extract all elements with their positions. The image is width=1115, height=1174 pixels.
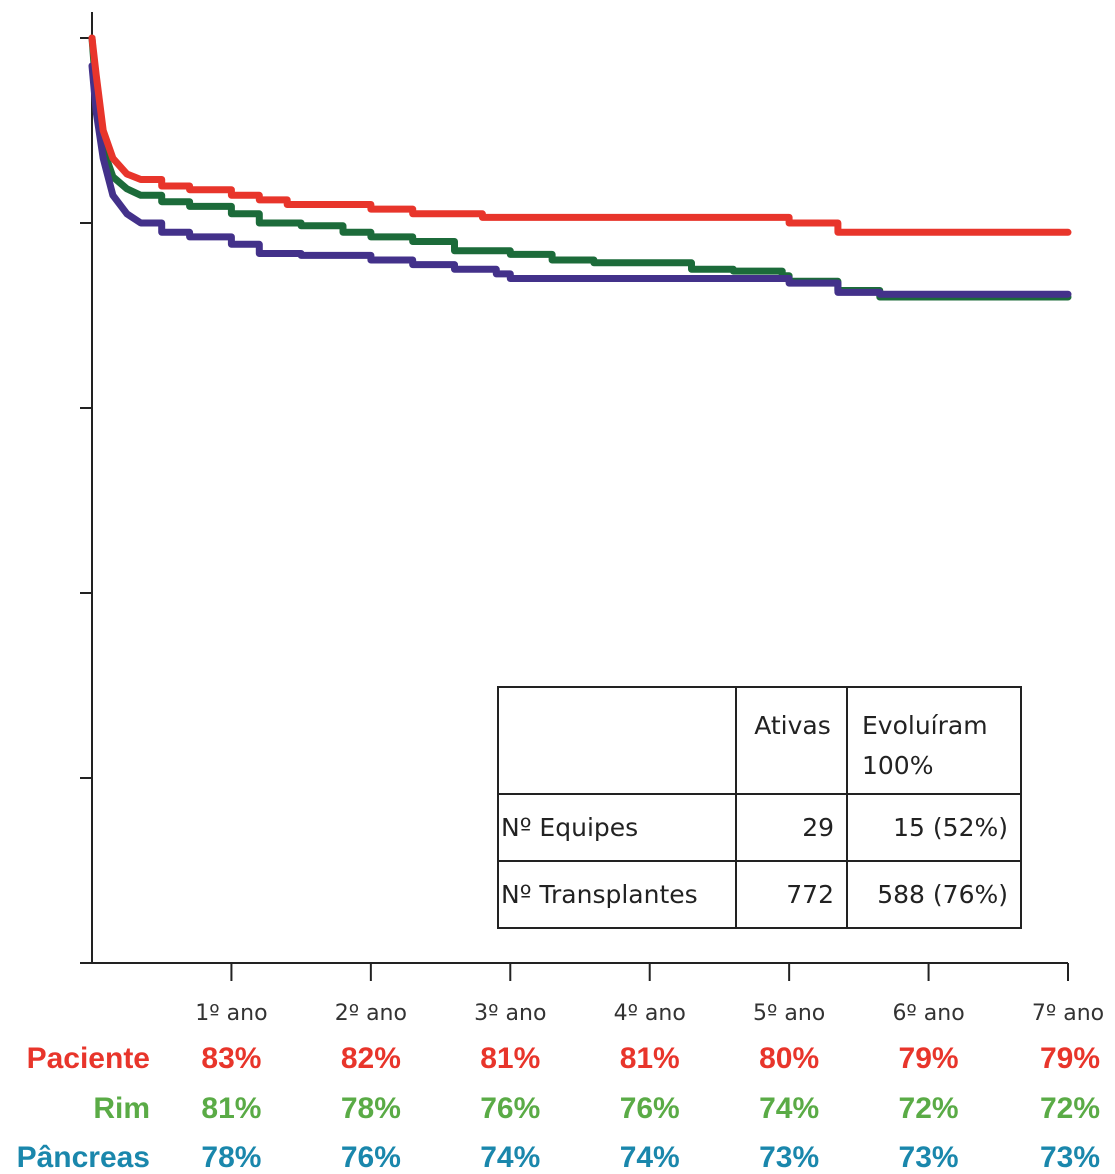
rate-value: 80%: [759, 1042, 819, 1075]
rate-value: 78%: [341, 1092, 401, 1125]
chart-axes: [80, 12, 1069, 981]
table-row-label: Nº Transplantes: [497, 860, 737, 929]
rate-value: 73%: [899, 1141, 959, 1174]
rate-value: 72%: [899, 1092, 959, 1125]
team-summary-table: Ativas Evoluíram 100% Nº Equipes 29 15 (5…: [497, 686, 1022, 929]
table-cell-evoluiram: 588 (76%): [846, 860, 1022, 929]
rate-value: 72%: [1040, 1092, 1100, 1125]
rate-value: 81%: [201, 1092, 261, 1125]
rate-row-label: Rim: [93, 1092, 150, 1125]
table-header-evoluiram-line2: 100%: [862, 751, 934, 780]
rate-value: 73%: [759, 1141, 819, 1174]
rate-row-label: Pâncreas: [17, 1141, 150, 1174]
rate-value: 74%: [620, 1141, 680, 1174]
x-tick-label: 7º ano: [1032, 1001, 1104, 1026]
rate-row-label: Paciente: [27, 1042, 150, 1075]
series-line-paciente: [88, 34, 1072, 236]
rate-value: 74%: [759, 1092, 819, 1125]
rate-value: 73%: [1040, 1141, 1100, 1174]
series-line-pancreas: [88, 62, 1072, 298]
table-cell-evoluiram: 15 (52%): [846, 793, 1022, 862]
table-header-evoluiram-line1: Evoluíram: [862, 711, 988, 740]
chart-series: [88, 34, 1072, 301]
rate-value: 81%: [480, 1042, 540, 1075]
rate-value: 78%: [201, 1141, 261, 1174]
rate-value: 76%: [341, 1141, 401, 1174]
rate-value: 81%: [620, 1042, 680, 1075]
table-row-label: Nº Equipes: [497, 793, 737, 862]
table-header-row: Ativas Evoluíram 100%: [497, 686, 1022, 795]
table-cell-ativas: 772: [735, 860, 848, 929]
x-tick-label: 2º ano: [335, 1001, 407, 1026]
rate-value: 83%: [201, 1042, 261, 1075]
table-row: Nº Transplantes 772 588 (76%): [497, 860, 1022, 929]
x-tick-label: 3º ano: [474, 1001, 546, 1026]
x-tick-label: 5º ano: [753, 1001, 825, 1026]
table-header-ativas: Ativas: [735, 686, 848, 795]
x-tick-label: 6º ano: [892, 1001, 964, 1026]
x-tick-label: 4º ano: [614, 1001, 686, 1026]
series-line-rim: [88, 34, 1072, 301]
x-tick-labels: 1º ano 2º ano 3º ano 4º ano 5º ano 6º ano 7º a…: [195, 1001, 1104, 1026]
table-header-evoluiram: Evoluíram 100%: [846, 686, 1022, 795]
rate-value: 74%: [480, 1141, 540, 1174]
rate-value: 82%: [341, 1042, 401, 1075]
rate-value: 79%: [899, 1042, 959, 1075]
table-header-empty: [497, 686, 737, 795]
x-tick-label: 1º ano: [195, 1001, 267, 1026]
table-cell-ativas: 29: [735, 793, 848, 862]
rate-value: 79%: [1040, 1042, 1100, 1075]
rate-value: 76%: [480, 1092, 540, 1125]
rate-value: 76%: [620, 1092, 680, 1125]
survival-rates: Paciente 83% 82% 81% 81% 80% 79% 79% Rim 81% 78% 76…: [17, 1042, 1100, 1174]
table-row: Nº Equipes 29 15 (52%): [497, 793, 1022, 862]
